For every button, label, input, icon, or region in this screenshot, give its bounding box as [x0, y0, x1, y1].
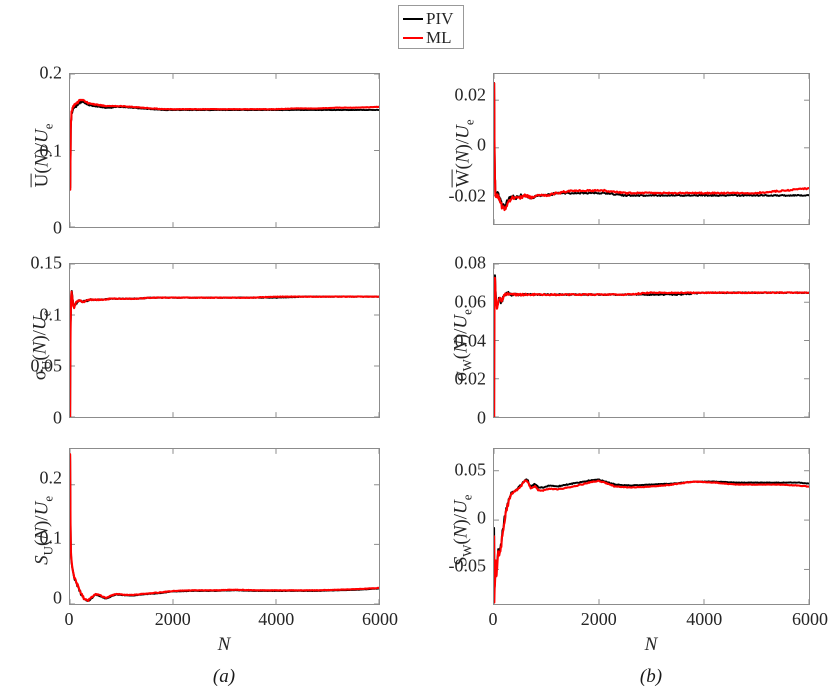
ytick-a2-1: 0.05	[30, 355, 63, 376]
axes-b1	[493, 73, 810, 225]
ytick-b1-1: 0	[477, 134, 486, 155]
legend-label-ml: ML	[426, 28, 452, 47]
ytick-b3-1: 0	[477, 507, 486, 528]
subcaption-b: (b)	[639, 666, 663, 687]
legend-line-ml-icon	[403, 36, 423, 39]
legend: PIV ML	[398, 5, 464, 49]
panel-b-mean-w	[493, 73, 810, 225]
plot-b2	[494, 264, 809, 417]
xlabel-b: N	[644, 634, 658, 655]
xtick-a-2: 4000	[258, 609, 295, 629]
ytick-a2-2: 0.1	[39, 304, 63, 325]
ytick-a1-2: 0.2	[39, 62, 63, 83]
panel-a-mean-u	[69, 73, 380, 228]
xlabel-a: N	[217, 634, 231, 655]
xtick-b-3: 6000	[792, 609, 828, 629]
ytick-a3-1: 0.1	[39, 527, 63, 548]
plot-a1	[70, 74, 379, 227]
ytick-b2-4: 0.08	[454, 252, 487, 273]
ytick-a3-0: 0	[53, 587, 62, 608]
plot-b1	[494, 74, 809, 224]
ytick-b3-2: 0.05	[454, 459, 487, 480]
panel-a-sigma-u	[69, 263, 380, 418]
ytick-a1-0: 0	[53, 217, 62, 238]
legend-line-piv-icon	[403, 17, 423, 20]
ylabel-a2: σU(N)/Ue	[29, 310, 54, 381]
axes-a2	[69, 263, 380, 418]
panel-a-s-u	[69, 448, 380, 605]
ytick-b2-1: 0.02	[454, 368, 487, 389]
ytick-b1-0: -0.02	[448, 185, 487, 206]
xtick-a-1: 2000	[154, 609, 191, 629]
axes-b2	[493, 263, 810, 418]
xtick-a-3: 6000	[362, 609, 398, 629]
ytick-b2-2: 0.04	[454, 330, 487, 350]
xtick-a-0: 0	[64, 609, 74, 629]
subcaption-a: (a)	[212, 666, 236, 687]
plot-a2	[70, 264, 379, 417]
axes-a3	[69, 448, 380, 605]
ytick-a3-2: 0.2	[39, 467, 63, 488]
plot-b3	[494, 449, 809, 604]
xtick-b-2: 4000	[686, 609, 723, 629]
panel-b-sigma-w	[493, 263, 810, 418]
ytick-b2-0: 0	[477, 407, 486, 428]
ytick-b2-3: 0.06	[454, 291, 487, 312]
ytick-a1-1: 0.1	[39, 140, 63, 160]
ytick-a2-3: 0.15	[30, 252, 63, 273]
plot-a3	[70, 449, 379, 604]
axes-b3	[493, 448, 810, 605]
xtick-b-0: 0	[488, 609, 498, 629]
ytick-b1-2: 0.02	[454, 84, 487, 105]
legend-entry-ml: ML	[403, 28, 459, 47]
legend-entry-piv: PIV	[403, 9, 459, 28]
ytick-a2-0: 0	[53, 407, 62, 428]
xtick-b-1: 2000	[580, 609, 617, 629]
ytick-b3-0: -0.05	[448, 555, 487, 576]
legend-label-piv: PIV	[426, 9, 454, 28]
axes-a1	[69, 73, 380, 228]
panel-b-s-w	[493, 448, 810, 605]
